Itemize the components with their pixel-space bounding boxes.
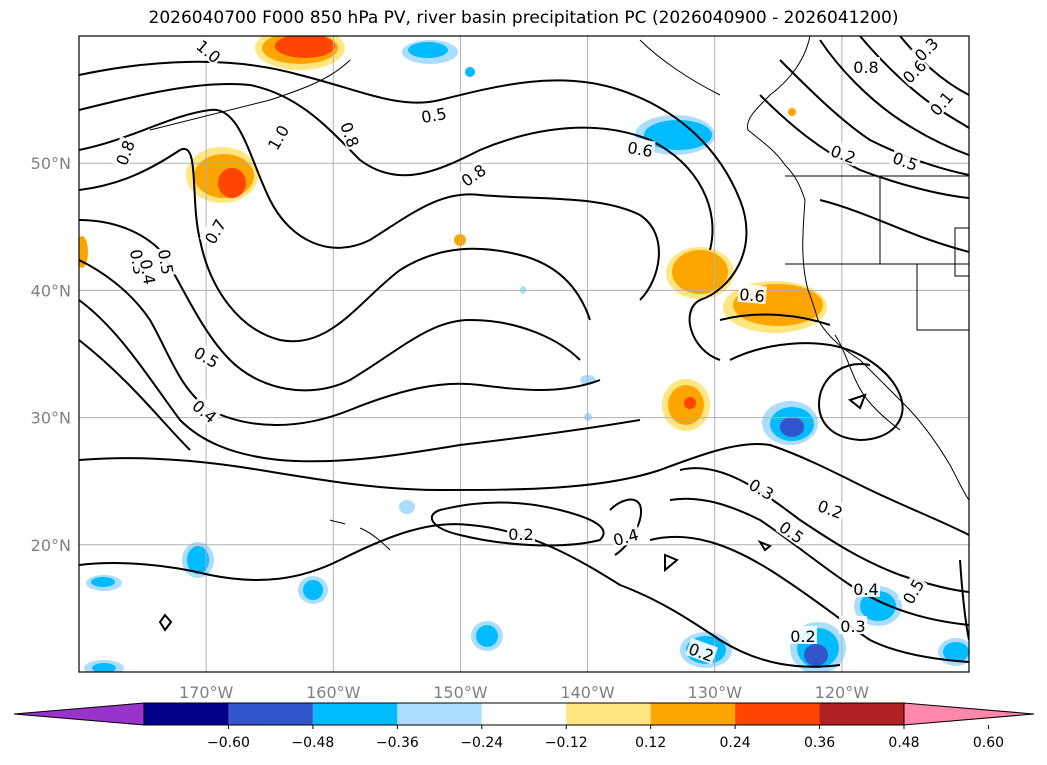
latitude-label: 50°N <box>31 154 71 173</box>
colorbar-extend-low <box>13 702 145 726</box>
colorbar-tick-label: −0.60 <box>207 735 250 751</box>
coastlines <box>149 36 969 551</box>
longitude-label: 150°W <box>433 683 488 702</box>
contour-label-bg <box>190 341 224 372</box>
colorbar-tick-label: 0.36 <box>804 735 835 751</box>
colorbar-tick-label: 0.24 <box>720 735 751 751</box>
latitude-label: 20°N <box>31 536 71 555</box>
contour-label-bg <box>624 136 656 160</box>
contour-label-bg <box>789 626 817 644</box>
colorbar-extend-high <box>903 702 1035 726</box>
colorbar-tick-label: 0.60 <box>973 735 1004 751</box>
contour-label-bg <box>909 36 942 65</box>
colorbar-box <box>566 703 651 725</box>
contour-label-bg <box>188 394 222 427</box>
contour-label-bg <box>737 283 767 305</box>
contour-label-bg <box>745 473 779 504</box>
map-title: 2026040700 F000 850 hPa PV, river basin … <box>148 8 899 28</box>
colorbar-tick-label: −0.12 <box>545 735 588 751</box>
contour-labels: 1.00.80.50.81.00.80.70.30.40.50.50.40.60… <box>110 36 957 666</box>
contour-label-bg <box>924 86 957 120</box>
contour-label-bg <box>456 158 490 190</box>
contour-label: 0.8 <box>853 58 878 77</box>
latitude-label: 30°N <box>31 409 71 428</box>
colorbar-box <box>312 703 398 725</box>
latitude-labels: 50°N 40°N 30°N 20°N <box>31 154 71 555</box>
contour-label-bg <box>507 524 535 542</box>
contour-label-bg <box>852 579 880 597</box>
colorbar-box <box>650 703 736 725</box>
contour-label-bg <box>897 574 928 608</box>
contour-label: 0.3 <box>840 617 865 636</box>
map-area <box>79 36 969 672</box>
contour-label: 0.4 <box>136 258 159 286</box>
contour-label-bg <box>418 102 450 126</box>
longitude-labels: 170°W 160°W 150°W 140°W 130°W 120°W <box>179 683 869 702</box>
latitude-label: 40°N <box>31 281 71 300</box>
colorbar-tick-label: −0.24 <box>460 735 503 751</box>
contour-label: 0.5 <box>420 104 448 127</box>
colorbar: −0.60 −0.48 −0.36 −0.24 −0.12 0.12 0.24 0.36 0.4… <box>13 702 1035 751</box>
colorbar-tick-label: −0.48 <box>291 735 334 751</box>
colorbar-box <box>228 703 313 725</box>
contour-label: 0.4 <box>853 580 878 599</box>
colorbar-frame <box>143 702 905 726</box>
colorbar-box <box>144 703 229 725</box>
longitude-label: 170°W <box>179 683 234 702</box>
longitude-label: 130°W <box>688 683 743 702</box>
colorbar-tick-label: 0.12 <box>635 735 666 751</box>
longitude-label: 120°W <box>815 683 870 702</box>
contour-label: 0.2 <box>508 525 533 544</box>
colorbar-box <box>735 703 820 725</box>
contour-label-bg <box>110 136 138 169</box>
contour-label: 0.6 <box>626 138 654 161</box>
contour-label-bg <box>199 214 230 248</box>
colorbar-box <box>481 703 567 725</box>
colorbar-box <box>819 703 904 725</box>
contour-label-bg <box>827 139 860 167</box>
colorbar-tick-label: −0.36 <box>376 735 419 751</box>
contour-label-bg <box>337 118 365 151</box>
contour-label-bg <box>155 246 179 278</box>
contour-label-bg <box>814 494 847 522</box>
contour-label-bg <box>137 256 161 288</box>
contour-label-bg <box>839 616 867 634</box>
colorbar-box <box>397 703 482 725</box>
map-border <box>78 35 970 673</box>
contour-label-bg <box>192 36 226 67</box>
contour-label: 0.5 <box>154 248 177 276</box>
contour-label-bg <box>685 637 718 665</box>
longitude-label: 140°W <box>560 683 615 702</box>
contour-label-bg <box>852 57 880 75</box>
pv-contours <box>79 36 969 668</box>
contour-label-bg <box>609 523 642 549</box>
longitude-label: 160°W <box>306 683 361 702</box>
contour-label-bg <box>262 120 293 154</box>
colorbar-tick-label: 0.48 <box>888 735 919 751</box>
contour-label-bg <box>889 146 922 174</box>
contour-label: 0.6 <box>739 285 766 306</box>
contour-label: 0.2 <box>790 627 815 646</box>
contour-label-bg <box>775 515 809 547</box>
